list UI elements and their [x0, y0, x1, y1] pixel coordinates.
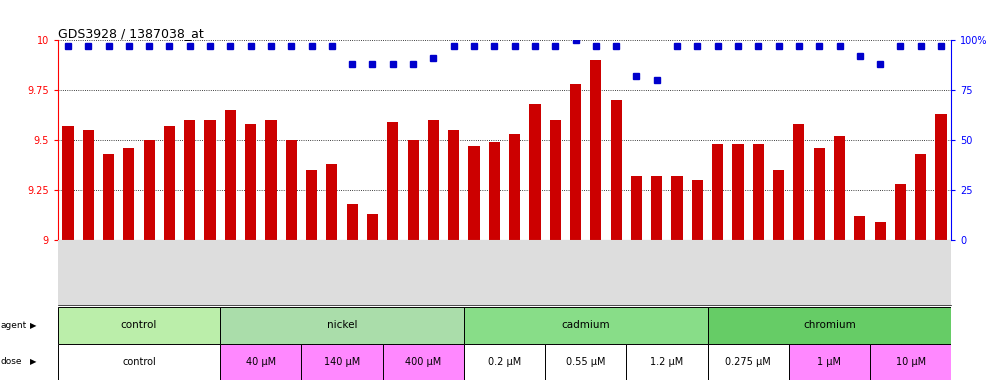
Bar [671, 176, 682, 240]
Text: cadmium: cadmium [562, 320, 610, 331]
Bar [712, 144, 723, 240]
Bar [83, 130, 94, 240]
Text: chromium: chromium [803, 320, 856, 331]
Bar [367, 214, 378, 240]
Bar [220, 344, 302, 380]
Text: 40 μM: 40 μM [246, 357, 276, 367]
Text: 1 μM: 1 μM [818, 357, 842, 367]
Bar [58, 344, 220, 380]
Text: dose: dose [1, 358, 23, 366]
Bar [225, 110, 236, 240]
Bar [164, 126, 175, 240]
Text: GDS3928 / 1387038_at: GDS3928 / 1387038_at [58, 27, 203, 40]
Text: ▶: ▶ [30, 321, 37, 330]
Bar [834, 136, 845, 240]
Bar [630, 176, 642, 240]
Bar [732, 144, 744, 240]
Bar [428, 120, 439, 240]
Bar [611, 100, 622, 240]
Bar [545, 344, 626, 380]
Bar [464, 307, 707, 344]
Text: 10 μM: 10 μM [895, 357, 925, 367]
Bar [464, 344, 545, 380]
Text: 0.55 μM: 0.55 μM [566, 357, 606, 367]
Text: control: control [121, 320, 157, 331]
Bar [124, 148, 134, 240]
Text: 1.2 μM: 1.2 μM [650, 357, 683, 367]
Bar [814, 148, 825, 240]
Bar [184, 120, 195, 240]
Bar [327, 164, 338, 240]
Bar [591, 60, 602, 240]
Bar [306, 170, 317, 240]
Bar [204, 120, 216, 240]
Bar [302, 344, 382, 380]
Bar [407, 140, 418, 240]
Bar [789, 344, 870, 380]
Bar [103, 154, 115, 240]
Bar [626, 344, 707, 380]
Bar [63, 126, 74, 240]
Bar [570, 84, 581, 240]
Text: 400 μM: 400 μM [405, 357, 441, 367]
Bar [692, 180, 703, 240]
Text: agent: agent [1, 321, 27, 330]
Bar [707, 307, 951, 344]
Bar [793, 124, 805, 240]
Bar [448, 130, 459, 240]
Bar [489, 142, 500, 240]
Bar [347, 204, 358, 240]
Bar [387, 122, 398, 240]
Bar [58, 307, 220, 344]
Bar [550, 120, 561, 240]
Bar [286, 140, 297, 240]
Text: 0.2 μM: 0.2 μM [488, 357, 521, 367]
Text: nickel: nickel [327, 320, 358, 331]
Bar [245, 124, 256, 240]
Bar [220, 307, 464, 344]
Bar [855, 216, 866, 240]
Bar [265, 120, 277, 240]
Bar [529, 104, 541, 240]
Text: control: control [123, 357, 155, 367]
Bar [935, 114, 946, 240]
Bar [651, 176, 662, 240]
Bar [509, 134, 520, 240]
Bar [382, 344, 464, 380]
Bar [143, 140, 154, 240]
Text: 0.275 μM: 0.275 μM [725, 357, 771, 367]
Bar [707, 344, 789, 380]
Bar [870, 344, 951, 380]
Bar [874, 222, 885, 240]
Text: ▶: ▶ [30, 358, 37, 366]
Text: 140 μM: 140 μM [324, 357, 361, 367]
Bar [753, 144, 764, 240]
Bar [915, 154, 926, 240]
Bar [468, 146, 480, 240]
Bar [773, 170, 784, 240]
Bar [894, 184, 906, 240]
